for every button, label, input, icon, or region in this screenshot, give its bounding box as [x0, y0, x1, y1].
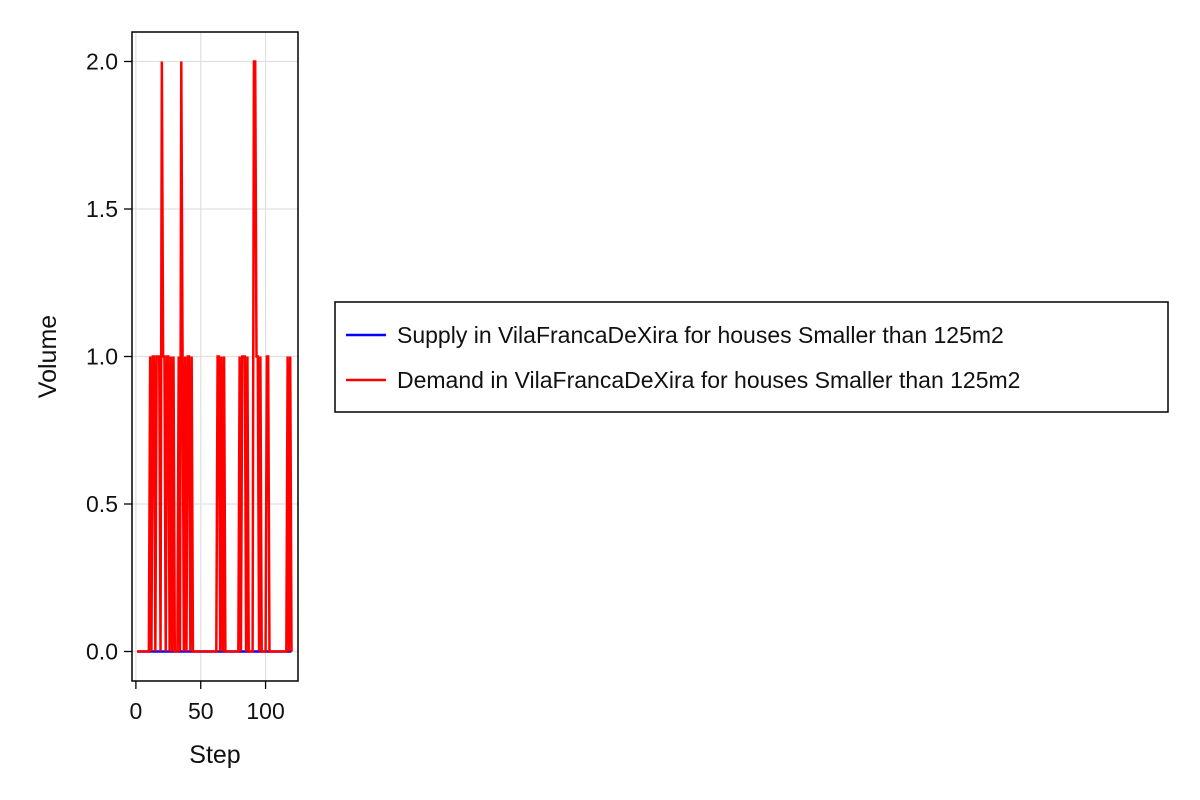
axis-ticks: 0.0 0.5 1.0 1.5 2.0 0 50 100: [86, 49, 285, 725]
y-tick-label: 0.0: [86, 639, 118, 665]
y-tick-label: 2.0: [86, 49, 118, 75]
y-axis-title: Volume: [34, 315, 62, 398]
x-tick-label: 0: [129, 698, 142, 724]
y-tick-label: 1.5: [86, 196, 118, 222]
legend: Supply in VilaFrancaDeXira for houses Sm…: [334, 301, 1169, 413]
y-tick-label: 0.5: [86, 491, 118, 517]
series-lines: [137, 60, 293, 653]
legend-label-supply: Supply in VilaFrancaDeXira for houses Sm…: [397, 322, 1004, 348]
legend-box: [334, 301, 1169, 413]
y-tick-label: 1.0: [86, 344, 118, 370]
x-axis-title: Step: [189, 741, 240, 769]
x-tick-label: 50: [188, 698, 214, 724]
x-tick-label: 100: [246, 698, 284, 724]
demand-series-line: [137, 60, 293, 653]
legend-label-demand: Demand in VilaFrancaDeXira for houses Sm…: [397, 367, 1020, 393]
